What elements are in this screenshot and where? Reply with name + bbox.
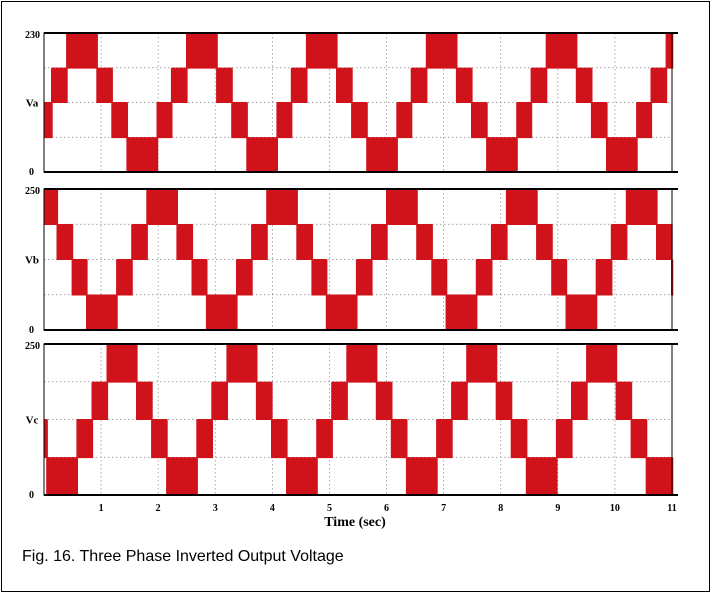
x-tick-label: 11: [667, 503, 676, 514]
y-tick-label: 230: [25, 30, 40, 41]
x-tick-label: 6: [384, 503, 389, 514]
y-tick-label: 0: [29, 167, 34, 178]
x-tick-label: 5: [327, 503, 332, 514]
x-tick-label: 10: [610, 503, 620, 514]
three-phase-voltage-chart: 0 230 Va 0 250 Vb 0 250 Vc 1 2 3 4 5 6 7 8 9 10 11 Time (se…: [25, 30, 678, 530]
figure-caption: Fig. 16. Three Phase Inverted Output Vol…: [22, 548, 344, 565]
x-tick-label: 8: [498, 503, 503, 514]
y-tick-label: 250: [25, 341, 40, 352]
signal-line-vc: [43, 343, 674, 496]
y-tick-label: 0: [29, 325, 34, 336]
x-tick-label: 2: [156, 503, 161, 514]
signal-line-va: [43, 32, 674, 173]
x-axis-title: Time (sec): [324, 515, 386, 530]
y-tick-label: 250: [25, 186, 40, 197]
y-tick-label: 0: [29, 490, 34, 501]
y-axis-label: Va: [26, 98, 39, 110]
y-axis-label: Vc: [26, 415, 39, 427]
x-tick-label: 7: [441, 503, 446, 514]
y-axis-label: Vb: [25, 255, 39, 267]
panel-vb: 0 250 Vb: [25, 186, 678, 336]
x-tick-label: 4: [270, 503, 275, 514]
panel-vc: 0 250 Vc 1 2 3 4 5 6 7 8 9 10 11: [25, 341, 678, 514]
x-tick-label: 3: [213, 503, 218, 514]
signal-line-vb: [43, 188, 674, 331]
x-tick-label: 9: [555, 503, 560, 514]
panel-va: 0 230 Va: [25, 30, 678, 178]
x-tick-label: 1: [99, 503, 104, 514]
